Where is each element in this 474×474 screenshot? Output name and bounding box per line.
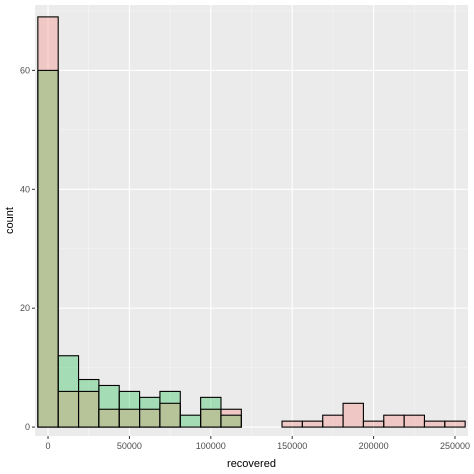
histogram-bars	[37, 16, 466, 428]
histogram-bar-overlap	[58, 391, 79, 428]
histogram-bar-excess	[37, 16, 59, 71]
histogram-bar-overlap	[119, 409, 140, 428]
histogram-bar-excess	[200, 397, 221, 410]
x-tick-label: 150000	[277, 441, 307, 451]
histogram-bar-overlap	[200, 409, 221, 428]
histogram-bar-excess	[343, 403, 364, 428]
histogram-bar-excess	[383, 415, 405, 428]
histogram-bar-excess	[322, 415, 344, 428]
x-tick-label: 50000	[117, 441, 142, 451]
histogram-bar-overlap	[98, 409, 120, 428]
histogram-bar-excess	[220, 409, 242, 416]
histogram-bar-excess	[363, 421, 384, 428]
x-axis-title: recovered	[227, 458, 276, 470]
y-axis-title: count	[4, 207, 16, 234]
histogram-bar-excess	[159, 391, 181, 404]
x-tick-label: 200000	[359, 441, 389, 451]
histogram-bar-overlap	[78, 391, 99, 428]
histogram-bar-overlap	[220, 415, 242, 428]
histogram-bar-excess	[302, 421, 323, 428]
histogram-bar-excess	[98, 385, 120, 410]
histogram-bar-overlap	[139, 409, 160, 428]
histogram-bar-excess	[78, 379, 99, 392]
histogram-bar-series-2	[220, 414, 242, 428]
histogram-bar-excess	[424, 421, 445, 428]
y-tick-label: 20	[20, 303, 30, 313]
histogram-bar-excess	[444, 421, 466, 428]
y-tick-label: 0	[25, 422, 30, 432]
histogram-bar-overlap	[159, 403, 181, 428]
x-tick-label: 100000	[196, 441, 226, 451]
y-tick-label: 60	[20, 65, 30, 75]
histogram-bar-excess	[180, 415, 201, 428]
histogram-bar-series-2	[37, 69, 59, 428]
histogram-bar-excess	[58, 355, 79, 392]
histogram-bar-series-2	[159, 390, 181, 428]
y-tick-label: 40	[20, 184, 30, 194]
axes: 0 50000 100000 150000 200000 250000 0 20 40 60	[20, 65, 470, 451]
histogram-bar-excess	[119, 391, 140, 410]
x-tick-label: 0	[46, 441, 51, 451]
histogram-bar-excess	[282, 421, 303, 428]
x-tick-label: 250000	[440, 441, 470, 451]
histogram-bar-series-1	[342, 402, 364, 428]
histogram-bar-series-1	[444, 420, 466, 428]
histogram-bar-overlap	[37, 70, 59, 428]
histogram-bar-excess	[404, 415, 425, 428]
histogram-bar-excess	[139, 397, 160, 410]
